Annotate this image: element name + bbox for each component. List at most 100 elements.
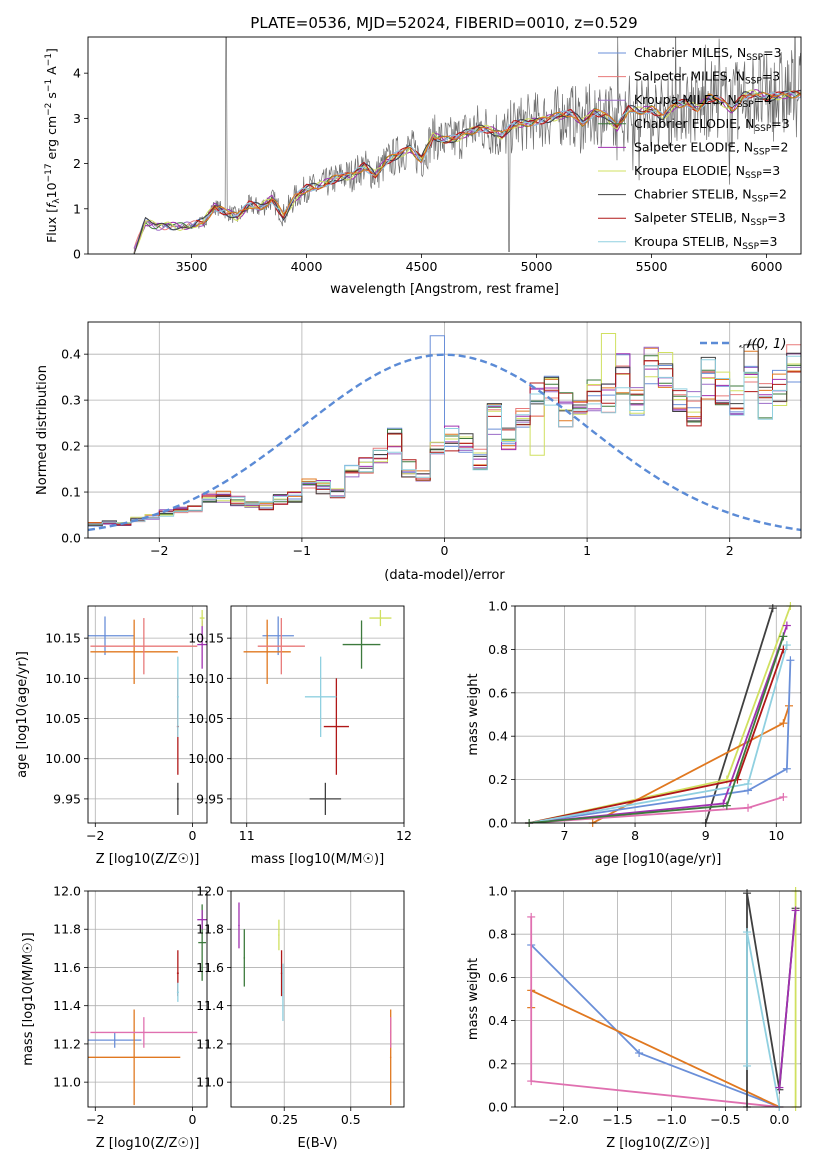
legend-entry: Salpeter MILES, NSSP=3 [634,69,780,87]
legend-text: Kroupa MILES, N [634,92,737,107]
legend-text: Kroupa STELIB, N [634,234,742,249]
y-tick-label: 11.0 [53,1075,81,1090]
x-tick-label: −0.5 [710,1112,740,1127]
y-tick-label: 9.95 [53,791,81,806]
y-label-part: −1 [44,53,54,66]
data-point [133,651,135,653]
y-axis-label: Normed distribution [35,365,50,495]
y-tick-label: 0.3 [61,393,81,408]
legend-subscript: SSP [737,100,754,110]
y-tick-label: 0.2 [488,772,508,787]
y-label-part: 10 [44,182,59,198]
y-tick-label: 10.10 [45,671,81,686]
x-axis-label: Z [log10(Z/Z☉)] [96,852,200,867]
y-tick-label: 1.0 [488,884,508,899]
data-point [113,1039,116,1041]
x-axis-label: age [log10(age/yr)] [595,852,722,867]
histogram-salpeter_stelib [88,360,801,526]
y-label-part: s [44,92,59,103]
x-axis-label: mass [log10(M/M☉)] [251,852,384,867]
data-point [243,957,246,959]
y-tick-label: 4 [73,66,81,81]
y-tick-label: 10.10 [188,671,224,686]
y-tick-label: 0.0 [61,531,81,546]
y-tick-label: 0.0 [488,816,508,831]
mass-weight-line-chabrier_miles [530,944,780,1107]
histogram-chabrier_elodie [88,355,801,526]
panel-age-vs-metallicity: −2 0 9.95 10.00 10.05 10.10 10.15 Z [log10(Z/Z☉… [15,605,208,867]
y-tick-label: 1 [73,201,81,216]
y-tick-label: 0.8 [488,927,508,942]
y-label-part: Flux [ [44,208,59,243]
y-tick-label: 0.2 [61,439,81,454]
legend-subscript: SSP [754,124,771,134]
axes-frame [87,605,208,824]
x-tick-label: −2 [150,543,168,558]
legend-suffix: =3 [759,234,777,249]
legend-text: Salpeter MILES, N [634,69,745,84]
data-point [389,1056,392,1059]
y-axis-label: Flux [fλ10−17 erg cm−2 s−1 A−1] [44,48,62,243]
data-point [201,617,203,619]
legend-text: Salpeter STELIB, N [634,210,750,225]
legend-entry: Kroupa MILES, NSSP=4 [634,92,772,110]
legend-text: Kroupa ELODIE, N [634,163,745,178]
panel-massweight-vs-age: 7 8 9 10 0.0 0.2 0.4 0.6 0.8 1.0 age [log10(age/yr… [466,599,802,867]
legend-text: Salpeter ELODIE, N [634,139,753,154]
data-point [319,696,322,698]
legend-text: Chabrier ELODIE, N [634,116,754,131]
data-point [360,643,363,646]
legend-suffix: =3 [771,116,789,131]
y-tick-label: 11.4 [53,998,81,1013]
data-point [104,634,106,637]
x-tick-label: −2 [86,1112,104,1127]
y-tick-label: 9.95 [196,791,224,806]
legend-suffix: =3 [762,163,780,178]
y-tick-label: 0.0 [488,1100,508,1115]
axes-frame [514,605,802,824]
data-point [278,934,280,936]
y-axis-label: mass [log10(M/M☉)] [21,932,36,1065]
y-label-part: erg cm [44,116,59,164]
y-tick-label: 0.2 [488,1056,508,1071]
data-point [177,972,179,974]
x-tick-label: 0 [188,1112,196,1127]
y-axis-label: age [log10(age/yr)] [15,651,30,778]
mass-weight-line-orange [530,988,780,1107]
data-point [238,924,240,927]
y-tick-label: 10.00 [45,751,81,766]
data-point [324,798,327,800]
legend-entry: Chabrier STELIB, NSSP=2 [634,187,787,205]
legend-entry: Chabrier MILES, NSSP=3 [634,45,782,63]
legend-entry: Kroupa ELODIE, NSSP=3 [634,163,780,181]
histogram-kroupa_stelib [88,355,801,525]
data-point [143,1031,145,1034]
legend-subscript: SSP [745,171,762,181]
data-point [280,972,283,974]
data-point [280,645,283,647]
x-tick-label: 0.5 [341,1112,361,1127]
legend-entry: Salpeter ELODIE, NSSP=2 [634,139,788,157]
x-tick-label: 12 [396,828,412,843]
legend-text: Chabrier STELIB, N [634,187,752,202]
y-tick-label: 10.15 [188,631,224,646]
x-tick-label: −1 [293,543,311,558]
y-tick-label: 0.6 [488,970,508,985]
mass-weight-line-pink [530,916,780,1107]
x-axis-label: wavelength [Angstrom, rest frame] [330,282,559,297]
legend-suffix: =2 [770,139,788,154]
legend-suffix: =3 [763,45,781,60]
x-tick-label: 7 [560,828,568,843]
y-axis-label: mass weight [466,673,481,755]
x-tick-label: 9 [702,828,710,843]
y-tick-label: 12.0 [196,884,224,899]
legend-subscript: SSP [745,77,762,87]
panel-mass-vs-metallicity: −2 0 11.0 11.2 11.4 11.6 11.8 12.0 Z [log10(Z/Z☉… [21,884,208,1151]
y-label-part: A [44,66,59,79]
x-tick-label: 3500 [176,259,208,274]
y-tick-label: 11.6 [196,960,224,975]
x-tick-label: −1.5 [602,1112,632,1127]
mass-weight-line-chabrier_stelib [746,893,797,1107]
x-tick-label: 0 [441,543,449,558]
y-tick-label: 11.8 [196,922,224,937]
